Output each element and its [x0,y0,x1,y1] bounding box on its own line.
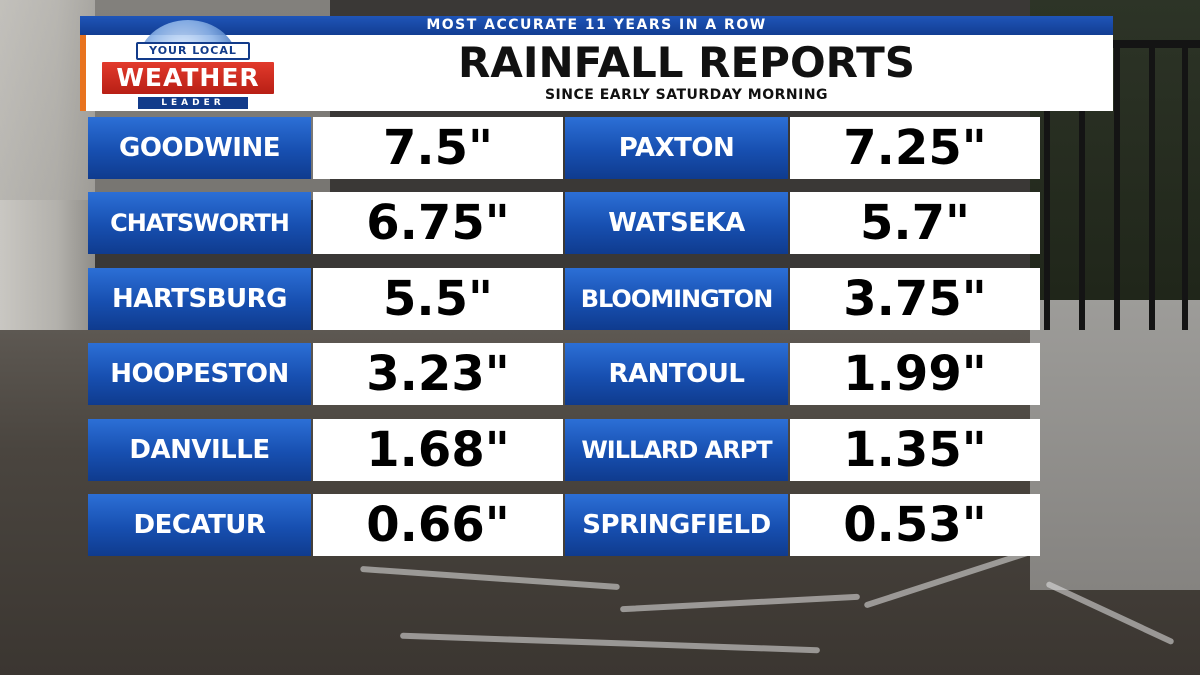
location-name: CHATSWORTH [88,192,311,254]
rainfall-amount: 7.25" [790,117,1040,179]
location-name: WATSEKA [565,192,788,254]
rainfall-amount: 5.5" [313,268,563,330]
rainfall-amount: 7.5" [313,117,563,179]
rainfall-amount: 1.99" [790,343,1040,405]
accuracy-banner-text: MOST ACCURATE 11 YEARS IN A ROW [426,17,767,33]
logo-line-3: LEADER [136,95,250,111]
rainfall-amount: 6.75" [313,192,563,254]
page-subtitle: SINCE EARLY SATURDAY MORNING [544,87,829,103]
rainfall-amount: 5.7" [790,192,1040,254]
location-name: SPRINGFIELD [565,494,788,556]
station-logo: YOUR LOCAL WEATHER LEADER [98,20,278,112]
accuracy-banner: MOST ACCURATE 11 YEARS IN A ROW [80,16,1113,35]
location-name: PAXTON [565,117,788,179]
location-name: RANTOUL [565,343,788,405]
location-name: HARTSBURG [88,268,311,330]
location-name: DECATUR [88,494,311,556]
location-name: HOOPESTON [88,343,311,405]
rainfall-amount: 0.53" [790,494,1040,556]
orange-accent-stripe [80,35,86,111]
location-name: WILLARD ARPT [565,419,788,481]
page-title: RAINFALL REPORTS [457,38,916,87]
location-name: DANVILLE [88,419,311,481]
logo-line-1: YOUR LOCAL [136,42,250,60]
title-box: RAINFALL REPORTS SINCE EARLY SATURDAY MO… [80,35,1113,111]
rainfall-amount: 0.66" [313,494,563,556]
rainfall-amount: 1.68" [313,419,563,481]
logo-line-2: WEATHER [100,60,276,96]
location-name: BLOOMINGTON [565,268,788,330]
location-name: GOODWINE [88,117,311,179]
rainfall-amount: 1.35" [790,419,1040,481]
rainfall-amount: 3.23" [313,343,563,405]
rainfall-amount: 3.75" [790,268,1040,330]
